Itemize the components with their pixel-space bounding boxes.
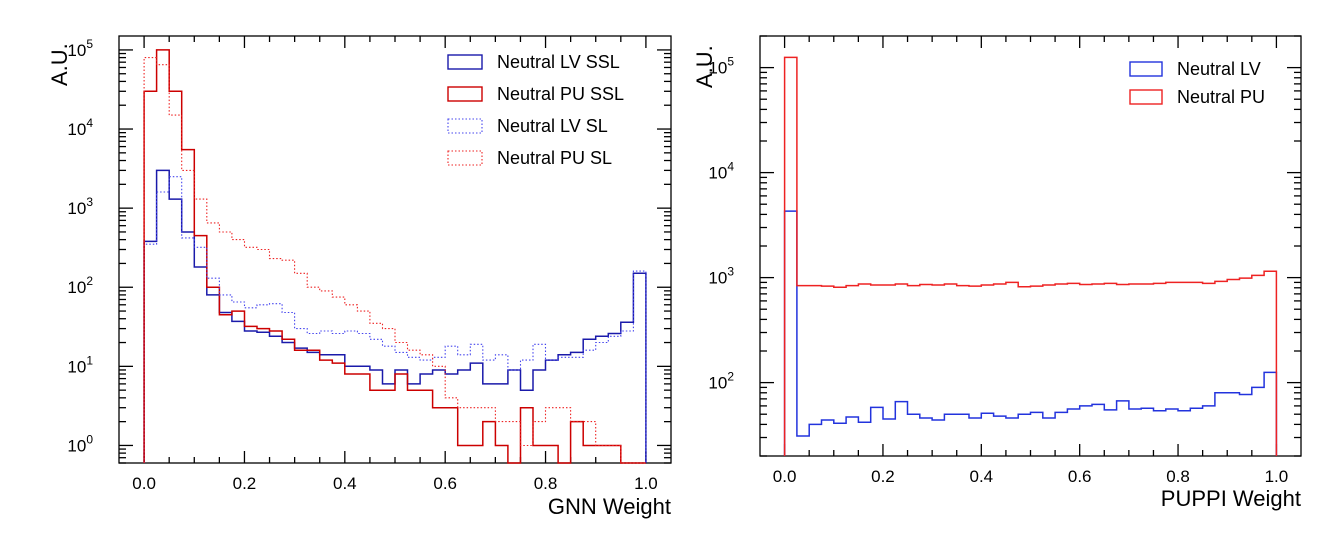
legend-swatch	[447, 86, 483, 102]
series-layer	[783, 56, 1278, 456]
series-neutral-pu-ssl	[143, 49, 646, 464]
y-tick-base: 10	[67, 357, 86, 376]
legend-label: Neutral PU SL	[497, 148, 612, 168]
x-tick-labels: 0.0 0.2 0.4 0.6 0.8 1.0	[132, 474, 657, 493]
legend-swatch	[1129, 89, 1163, 105]
legend-swatch	[447, 118, 483, 134]
legend-label: Neutral LV SL	[497, 116, 608, 136]
y-tick-base: 10	[67, 41, 86, 60]
legend-label: Neutral LV	[1177, 59, 1261, 79]
legend-entry: Neutral LV SL	[447, 116, 608, 136]
series-neutral-pu-sl	[143, 57, 646, 464]
legend-entry: Neutral PU	[1129, 87, 1265, 107]
y-tick-exp: 0	[86, 432, 93, 446]
y-axis-label: A.U.	[692, 45, 717, 88]
x-tick-label: 0.6	[433, 474, 457, 493]
x-tick-label: 0.0	[773, 467, 797, 486]
y-tick-exp: 3	[86, 195, 93, 209]
legend-entry: Neutral LV	[1129, 59, 1261, 79]
y-tick-base: 10	[708, 269, 727, 288]
y-tick-exp: 5	[86, 37, 93, 51]
axis-ticks	[760, 35, 1301, 457]
x-tick-labels: 0.0 0.2 0.4 0.6 0.8 1.0	[773, 467, 1288, 486]
y-tick-exp: 1	[86, 353, 93, 367]
series-neutral-pu	[783, 56, 1278, 456]
y-tick-label: 104	[67, 116, 93, 139]
y-tick-label: 101	[67, 353, 93, 376]
legend-label: Neutral PU	[1177, 87, 1265, 107]
x-tick-label: 1.0	[634, 474, 658, 493]
y-tick-exp: 5	[727, 55, 734, 69]
x-tick-label: 0.4	[969, 467, 993, 486]
legend-label: Neutral LV SSL	[497, 52, 620, 72]
legend-swatch	[447, 150, 483, 166]
y-tick-label: 102	[708, 370, 734, 393]
series-layer	[143, 49, 647, 464]
legend-swatch	[447, 54, 483, 70]
legend-entry: Neutral LV SSL	[447, 52, 620, 72]
legend-label: Neutral PU SSL	[497, 84, 624, 104]
x-axis-label: GNN Weight	[548, 494, 671, 519]
y-tick-exp: 2	[727, 370, 734, 384]
y-tick-exp: 4	[86, 116, 93, 130]
y-tick-base: 10	[708, 59, 727, 78]
y-tick-base: 10	[67, 278, 86, 297]
x-tick-label: 0.8	[1166, 467, 1190, 486]
x-tick-label: 0.4	[333, 474, 357, 493]
legend-entry: Neutral PU SL	[447, 148, 612, 168]
y-tick-label: 100	[67, 432, 93, 455]
y-tick-exp: 4	[727, 160, 734, 174]
y-tick-label: 105	[708, 55, 734, 78]
y-tick-base: 10	[67, 120, 86, 139]
x-tick-label: 0.0	[132, 474, 156, 493]
y-tick-base: 10	[708, 164, 727, 183]
y-tick-label: 104	[708, 160, 734, 183]
y-tick-base: 10	[708, 374, 727, 393]
legend: Neutral LV Neutral PU	[1129, 59, 1265, 107]
x-axis-label: PUPPI Weight	[1161, 486, 1301, 511]
y-tick-exp: 3	[727, 265, 734, 279]
legend-swatch	[1129, 61, 1163, 77]
y-tick-label: 103	[67, 195, 93, 218]
series-neutral-lv-sl	[143, 176, 647, 463]
y-tick-label: 105	[67, 37, 93, 60]
y-tick-label: 103	[708, 265, 734, 288]
y-tick-base: 10	[67, 436, 86, 455]
y-tick-base: 10	[67, 199, 86, 218]
x-tick-label: 0.6	[1068, 467, 1092, 486]
x-tick-label: 1.0	[1265, 467, 1289, 486]
y-tick-label: 102	[67, 274, 93, 297]
x-tick-label: 0.8	[534, 474, 558, 493]
series-neutral-lv	[783, 210, 1278, 456]
axis-ticks	[119, 36, 671, 464]
x-tick-label: 0.2	[871, 467, 895, 486]
y-axis-label: A.U.	[47, 43, 72, 86]
y-tick-exp: 2	[86, 274, 93, 288]
x-tick-label: 0.2	[233, 474, 257, 493]
legend: Neutral LV SSL Neutral PU SSL Neutral LV S…	[447, 52, 624, 168]
legend-entry: Neutral PU SSL	[447, 84, 624, 104]
series-neutral-lv-ssl	[143, 169, 647, 463]
